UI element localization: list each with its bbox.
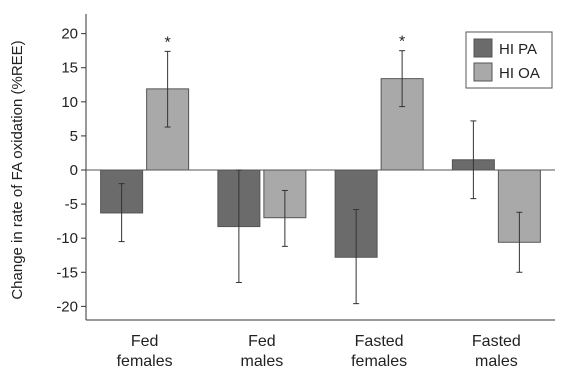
x-tick-label: females [351,353,407,370]
bar [497,169,541,243]
y-tick-label: 5 [70,128,78,145]
x-tick-label: Fasted [355,333,404,350]
legend: HI PA HI OA [465,31,553,89]
legend-swatch [473,38,493,58]
y-tick-label: -10 [56,230,78,247]
x-tick-label: males [241,353,284,370]
y-axis-title-group: Change in rate of FA oxidation (%REE) [9,40,26,299]
y-tick-label: 10 [61,94,78,111]
x-tick-label: Fed [248,333,276,350]
x-tick-label: females [117,353,173,370]
y-tick-label: -20 [56,298,78,315]
plot-area: 20 15 10 5 0 -5 -10 -15 -20 * Fed females Fed males * F… [56,14,555,370]
significance-marker: * [399,34,405,51]
significance-marker: * [165,34,171,51]
legend-label: HI OA [499,65,540,82]
x-tick-label: Fed [131,333,159,350]
y-tick-label: 20 [61,26,78,43]
legend-label: HI PA [499,41,537,58]
x-tick-label: Fasted [472,333,521,350]
legend-swatch [473,62,493,82]
y-axis-title: Change in rate of FA oxidation (%REE) [9,40,26,299]
x-tick-label: males [475,353,518,370]
y-tick-label: -15 [56,264,78,281]
y-tick-label: -5 [65,196,78,213]
y-tick-label: 15 [61,60,78,77]
y-tick-label: 0 [70,162,78,179]
